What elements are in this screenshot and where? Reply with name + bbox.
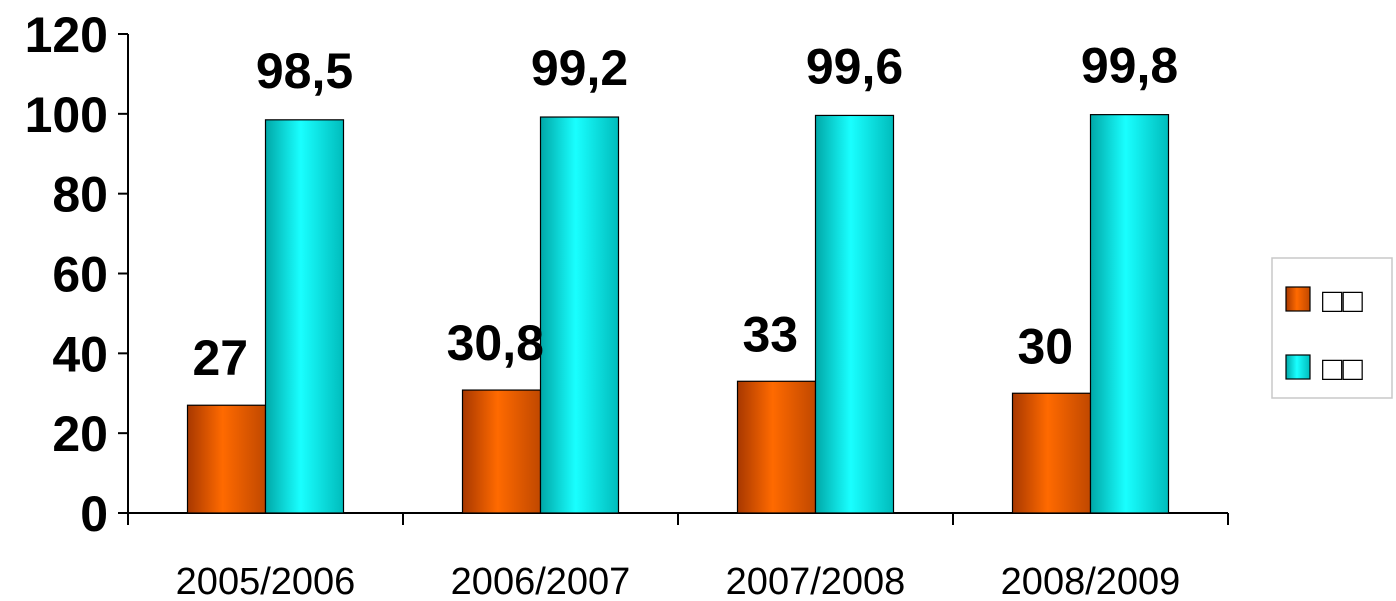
- bar-series-2: [264, 119, 345, 514]
- bar-series-1: [461, 389, 542, 514]
- y-tick-label: 120: [25, 7, 108, 63]
- x-tick-label: 2008/2009: [1001, 561, 1181, 601]
- x-tick-label: 2007/2008: [726, 561, 906, 601]
- bars-group: [186, 114, 1170, 514]
- bar-series-1: [186, 404, 267, 514]
- legend-label-series-1: □□: [1322, 282, 1364, 320]
- y-tick-label: 40: [52, 326, 108, 382]
- x-axis: 2005/2006 2006/2007 2007/2008 2008/2009: [127, 512, 1229, 601]
- data-label-series-2: 99,6: [806, 38, 903, 94]
- legend-item-series-2: □□: [1285, 350, 1364, 388]
- legend-swatch-series-2: [1285, 354, 1311, 380]
- data-label-series-2: 99,2: [531, 40, 628, 96]
- data-labels-group: 27 98,5 30,8 99,2 33 99,6 30 99,8: [192, 38, 1178, 387]
- y-tick-label: 100: [25, 87, 108, 143]
- y-tick-group: 0 20 40 60 80 100 120: [25, 7, 128, 542]
- x-tick-label: 2005/2006: [176, 561, 356, 601]
- legend: □□ □□: [1271, 257, 1393, 399]
- data-label-series-2: 98,5: [256, 43, 353, 99]
- bar-series-2: [1089, 114, 1170, 514]
- y-axis: 0 20 40 60 80 100 120: [25, 7, 129, 542]
- x-tick-group: 2005/2006 2006/2007 2007/2008 2008/2009: [127, 513, 1229, 601]
- data-label-series-1: 30,8: [447, 315, 544, 371]
- data-label-series-2: 99,8: [1081, 38, 1178, 94]
- y-tick-label: 0: [80, 486, 108, 542]
- legend-item-series-1: □□: [1285, 282, 1364, 320]
- bar-series-2: [814, 114, 895, 514]
- x-tick-label: 2006/2007: [451, 561, 631, 601]
- y-tick-label: 60: [52, 247, 108, 303]
- data-label-series-1: 30: [1017, 318, 1073, 374]
- legend-swatch-series-1: [1285, 286, 1311, 312]
- data-label-series-1: 27: [192, 330, 248, 386]
- bar-series-1: [1011, 392, 1092, 514]
- bar-series-1: [736, 380, 817, 514]
- bar-series-2: [539, 116, 620, 514]
- data-label-series-1: 33: [742, 306, 798, 362]
- legend-label-series-2: □□: [1322, 350, 1364, 388]
- y-tick-label: 80: [52, 167, 108, 223]
- y-tick-label: 20: [52, 406, 108, 462]
